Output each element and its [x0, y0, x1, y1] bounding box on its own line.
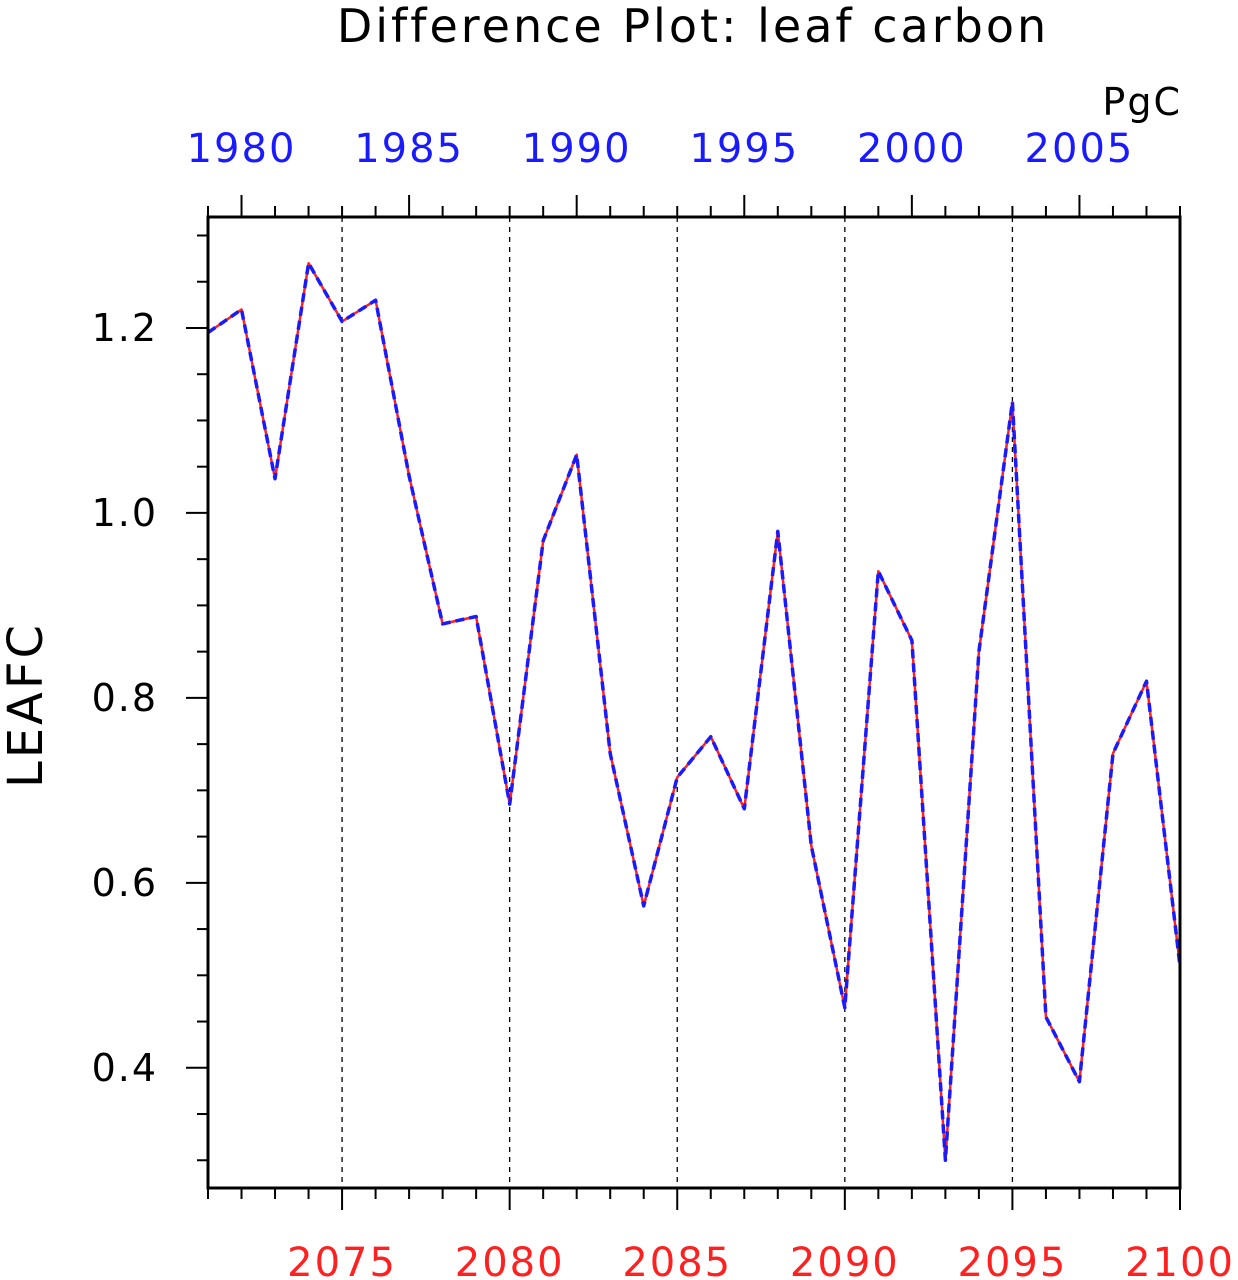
y-axis-label: LEAFC	[0, 622, 54, 788]
top-x-axis: 1980 1985 1990 1995 2000 2005	[187, 126, 1181, 217]
top-tick-label-1990: 1990	[522, 126, 632, 172]
bottom-x-axis: 2075 2080 2085 2090 2095 2100	[207, 1188, 1235, 1280]
grid-lines	[341, 217, 1014, 1188]
bottom-tick-label-2075: 2075	[287, 1240, 397, 1280]
bottom-tick-label-2100: 2100	[1125, 1240, 1235, 1280]
bottom-tick-label-2090: 2090	[790, 1240, 900, 1280]
units-label: PgC	[1102, 80, 1182, 124]
y-tick-label-0.6: 0.6	[92, 861, 158, 905]
minor-ticks	[197, 234, 208, 1162]
chart-title: Difference Plot: leaf carbon	[337, 0, 1049, 53]
top-tick-label-1980: 1980	[187, 126, 297, 172]
series-line-2	[207, 261, 1182, 1163]
bottom-tick-label-2085: 2085	[622, 1240, 732, 1280]
y-tick-label-0.8: 0.8	[92, 676, 158, 720]
y-tick-label-1.0: 1.0	[92, 491, 158, 535]
plot-frame	[206, 215, 1182, 1190]
y-tick-label-0.4: 0.4	[92, 1046, 158, 1090]
top-tick-label-2000: 2000	[857, 126, 967, 172]
series-layer	[207, 261, 1182, 1163]
bottom-tick-label-2095: 2095	[958, 1240, 1068, 1280]
y-axis: 0.4 0.6 0.8 1.0 1.2	[92, 306, 208, 1090]
top-tick-label-1985: 1985	[354, 126, 464, 172]
top-tick-label-2005: 2005	[1025, 126, 1135, 172]
top-tick-label-1995: 1995	[689, 126, 799, 172]
bottom-tick-label-2080: 2080	[455, 1240, 565, 1280]
y-tick-label-1.2: 1.2	[92, 306, 158, 350]
series-line-1	[207, 261, 1182, 1162]
